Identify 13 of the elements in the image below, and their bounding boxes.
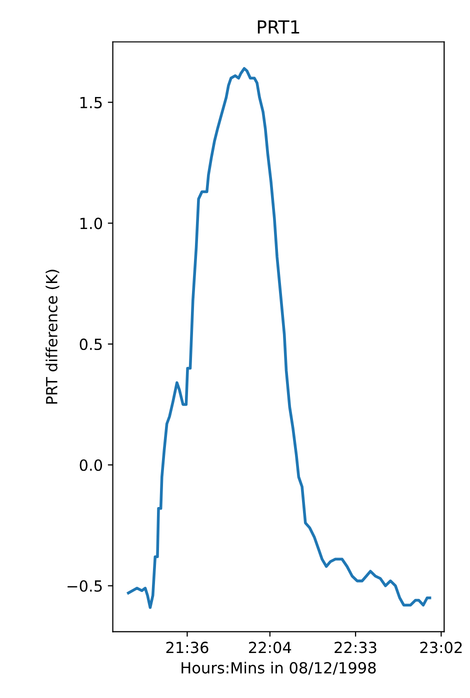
chart-title: PRT1 xyxy=(258,20,300,34)
x-axis-title: Hours:Mins in 08/12/1998 xyxy=(182,662,376,675)
y-tick-label: 0.0 xyxy=(80,459,102,471)
y-tick-label: 0.5 xyxy=(80,338,102,350)
y-tick-label: 1.0 xyxy=(80,218,102,230)
x-tick-label: 23:02 xyxy=(420,642,462,654)
y-axis-title: PRT difference (K) xyxy=(46,270,60,404)
line-series xyxy=(127,67,432,609)
y-tick-label: −0.5 xyxy=(68,580,102,592)
y-tick-label: 1.5 xyxy=(80,96,102,108)
x-tick-label: 22:33 xyxy=(334,642,376,654)
x-tick-label: 22:04 xyxy=(249,642,292,654)
x-tick-label: 21:36 xyxy=(166,642,208,654)
